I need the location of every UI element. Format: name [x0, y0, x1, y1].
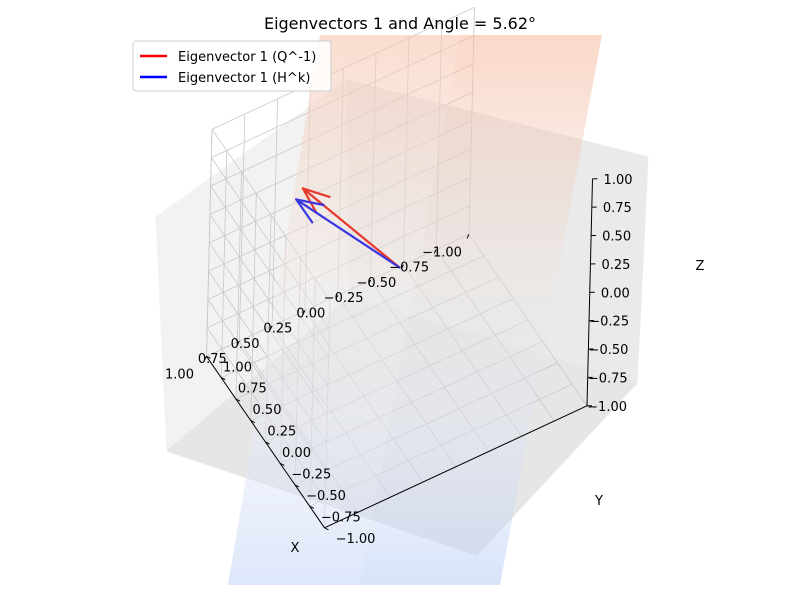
- y-tick-mark: [250, 420, 256, 424]
- y-tick-label: 0.75: [238, 382, 267, 397]
- eigenvector-arrows: [295, 187, 401, 269]
- x-tick-label: 1.00: [165, 367, 194, 382]
- grid-line: [235, 172, 242, 400]
- x-tick-label: −1.00: [422, 245, 462, 260]
- y-tick-mark: [206, 355, 211, 359]
- z-axis-label: Z: [696, 259, 705, 274]
- z-tick-label: 0.75: [603, 201, 632, 216]
- y-tick-label: −0.25: [291, 467, 331, 482]
- grid-line: [271, 98, 278, 326]
- z-tick-label: −1.00: [587, 400, 627, 415]
- y-tick-label: −1.00: [336, 532, 376, 547]
- y-tick-mark: [324, 527, 329, 531]
- z-tick-label: −0.75: [588, 371, 628, 386]
- x-tick-label: −0.50: [356, 276, 396, 291]
- grid-line: [206, 129, 213, 357]
- x-tick-mark: [466, 234, 470, 239]
- chart-title: Eigenvectors 1 and Angle = 5.62°: [264, 14, 536, 33]
- z-tick-label: 0.50: [602, 230, 631, 245]
- eigenvector-arrow-1: [295, 198, 401, 269]
- legend-label-q: Eigenvector 1 (Q^-1): [178, 50, 316, 65]
- z-tick-label: −0.25: [589, 315, 629, 330]
- x-tick-mark: [368, 279, 372, 285]
- x-axis-label: X: [291, 541, 300, 556]
- y-tick-mark: [265, 441, 270, 445]
- grid-line: [238, 113, 246, 342]
- y-axis-label: Y: [594, 494, 603, 509]
- arrow-head: [301, 187, 318, 214]
- z-tick-label: 0.00: [601, 286, 630, 301]
- arrow-head: [295, 198, 325, 207]
- y-tick-label: 0.25: [267, 425, 296, 440]
- x-tick-label: 0.00: [296, 306, 325, 321]
- x-tick-mark: [335, 295, 339, 300]
- y-tick-label: −0.50: [306, 489, 346, 504]
- x-tick-mark: [236, 340, 240, 346]
- arrow-shaft: [295, 198, 401, 269]
- arrow-head: [295, 198, 314, 224]
- y-tick-mark: [280, 462, 285, 466]
- legend-label-h: Eigenvector 1 (H^k): [178, 71, 310, 86]
- z-tick-label: −0.50: [589, 343, 629, 358]
- arrow-head: [301, 187, 331, 198]
- y-tick-mark: [294, 484, 300, 488]
- y-tick-label: 0.00: [282, 446, 311, 461]
- x-tick-label: 0.75: [198, 352, 227, 367]
- legend: Eigenvector 1 (Q^-1) Eigenvector 1 (H^k): [132, 40, 332, 92]
- y-tick-label: 1.00: [223, 360, 252, 375]
- y-tick-mark: [221, 377, 226, 381]
- x-tick-mark: [269, 325, 273, 331]
- x-tick-mark: [400, 264, 404, 270]
- grid-line: [250, 193, 257, 421]
- colormap-plane: [228, 35, 602, 585]
- x-tick-label: −0.75: [389, 261, 429, 276]
- x-tick-mark: [204, 356, 207, 361]
- z-tick-label: 1.00: [604, 173, 633, 188]
- y-tick-mark: [309, 505, 315, 509]
- y-tick-mark: [235, 398, 241, 402]
- z-tick-label: 0.25: [601, 258, 630, 273]
- legend-box: [132, 40, 332, 92]
- y-tick-label: 0.50: [253, 403, 282, 418]
- x-tick-mark: [433, 249, 437, 254]
- x-tick-label: 0.50: [231, 337, 260, 352]
- tick-labels: −1.00−1.00−1.00−0.75−0.75−0.75−0.50−0.50…: [165, 173, 632, 547]
- z-axis-line: [586, 178, 593, 406]
- arrow-shaft: [301, 187, 401, 269]
- x-tick-label: −0.25: [324, 291, 364, 306]
- eigenvector-arrow-0: [301, 187, 401, 269]
- x-tick-mark: [302, 310, 306, 315]
- colormap-surface: [228, 35, 602, 585]
- y-axis-line: [324, 405, 588, 529]
- x-tick-label: 0.25: [263, 322, 292, 337]
- colormap-plane-shade: [228, 35, 460, 585]
- y-tick-label: −0.75: [321, 510, 361, 525]
- grid-line: [220, 150, 228, 378]
